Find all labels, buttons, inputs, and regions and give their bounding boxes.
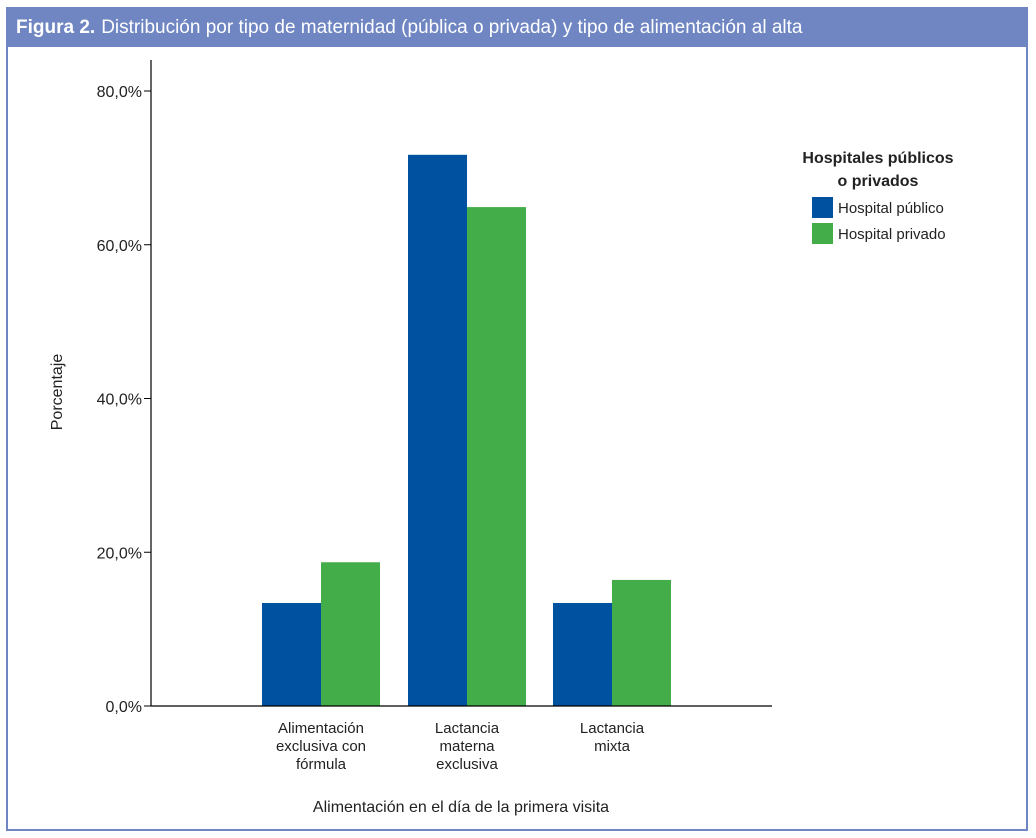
y-tick-label: 40,0%	[97, 392, 142, 409]
bar-publico-1	[408, 154, 467, 706]
x-tick-label: Lactancia	[580, 720, 645, 737]
bar-privado-2	[612, 579, 671, 706]
legend: Hospitales públicos o privados Hospital pú…	[802, 150, 954, 244]
x-tick-label: exclusiva con	[276, 738, 366, 755]
x-tick-label: fórmula	[296, 756, 347, 773]
x-axis-label: Alimentación en el día de la primera vis…	[313, 799, 609, 816]
legend-entry: Hospital público	[838, 200, 944, 217]
figure-title: Distribución por tipo de maternidad (púb…	[101, 17, 803, 38]
bars	[262, 154, 671, 707]
bar-privado-0	[321, 562, 380, 706]
y-tick-label: 80,0%	[97, 84, 142, 101]
y-axis: 0,0% 20,0% 40,0% 60,0% 80,0%	[97, 60, 152, 716]
y-tick-label: 60,0%	[97, 238, 142, 255]
x-tick-label: exclusiva	[436, 756, 498, 773]
legend-swatch	[812, 197, 833, 218]
bar-publico-0	[262, 602, 321, 706]
y-axis-label: Porcentaje	[49, 354, 66, 431]
x-tick-label: Lactancia	[435, 720, 500, 737]
legend-swatch	[812, 223, 833, 244]
x-tick-label: Alimentación	[278, 720, 364, 737]
legend-entry: Hospital privado	[838, 226, 946, 243]
legend-title: o privados	[838, 173, 919, 190]
figure-header: Figura 2. Distribución por tipo de matern…	[8, 9, 1026, 47]
y-tick-label: 0,0%	[106, 699, 142, 716]
bar-publico-2	[553, 602, 612, 706]
figure-frame: Figura 2. Distribución por tipo de matern…	[6, 7, 1028, 831]
y-tick-label: 20,0%	[97, 545, 142, 562]
figure-label: Figura 2.	[16, 17, 96, 38]
x-tick-label: materna	[439, 738, 495, 755]
bar-privado-1	[467, 207, 526, 707]
x-tick-label: mixta	[594, 738, 630, 755]
legend-title: Hospitales públicos	[802, 150, 953, 167]
